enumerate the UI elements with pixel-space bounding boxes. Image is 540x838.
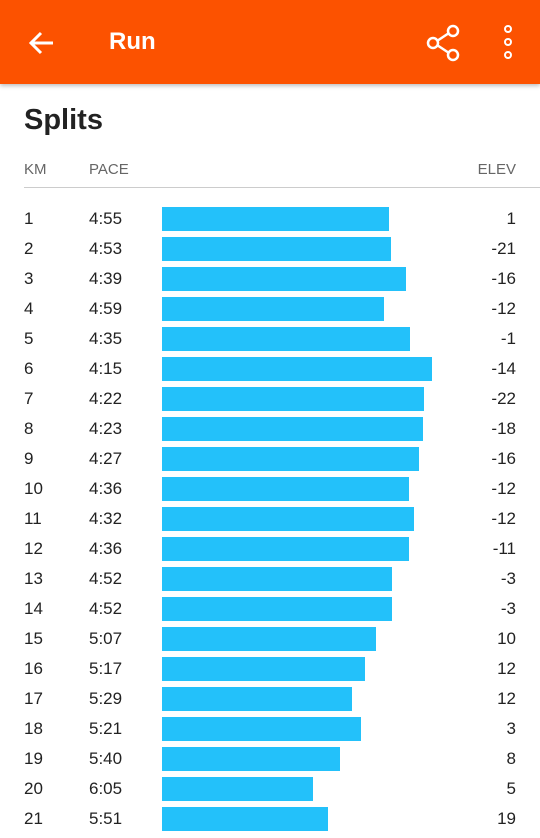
km: 8 — [24, 419, 34, 438]
km: 9 — [24, 449, 34, 468]
pace: 4:52 — [89, 599, 123, 618]
km: 16 — [24, 659, 43, 678]
elevation: -14 — [491, 359, 516, 378]
column-header: KM — [24, 161, 47, 178]
km: 6 — [24, 359, 34, 378]
pace-bar — [162, 207, 389, 231]
pace-bar — [162, 537, 410, 561]
elevation: -12 — [491, 299, 516, 318]
pace-bar — [162, 417, 424, 441]
pace-bar — [162, 267, 407, 291]
pace-bar — [162, 327, 411, 351]
km: 5 — [24, 329, 34, 348]
pace-bar — [162, 657, 365, 681]
km: 10 — [24, 479, 43, 498]
pace: 4:23 — [89, 419, 123, 438]
pace: 4:55 — [89, 209, 123, 228]
pace: 4:36 — [89, 539, 123, 558]
pace-bar — [162, 297, 385, 321]
pace-bar — [162, 357, 432, 381]
elevation: 12 — [497, 689, 516, 708]
elevation: 12 — [497, 659, 516, 678]
pace: 4:15 — [89, 359, 123, 378]
menu-button[interactable] — [498, 24, 518, 64]
elevation: -3 — [500, 569, 516, 588]
elevation: 8 — [506, 749, 516, 768]
km: 12 — [24, 539, 43, 558]
pace-bar — [162, 807, 329, 831]
pace: 4:22 — [89, 389, 123, 408]
pace: 5:29 — [89, 689, 123, 708]
km: 21 — [24, 809, 43, 828]
elevation: -12 — [491, 479, 516, 498]
pace-bar — [162, 447, 420, 471]
km: 14 — [24, 599, 43, 618]
pace: 5:17 — [89, 659, 123, 678]
elevation: 19 — [497, 809, 516, 828]
pace-bar — [162, 597, 392, 621]
km: 3 — [24, 269, 34, 288]
pace-bar — [162, 777, 313, 801]
elevation: -11 — [492, 539, 516, 558]
km: 20 — [24, 779, 43, 798]
elevation: -18 — [491, 419, 516, 438]
km: 1 — [24, 209, 34, 228]
pace-bar — [162, 507, 414, 531]
elevation: -1 — [500, 329, 516, 348]
elevation: -3 — [500, 599, 516, 618]
pace-bar — [162, 567, 392, 591]
elevation: 10 — [497, 629, 516, 648]
screen-title: Run — [109, 28, 156, 55]
elevation: -22 — [491, 389, 516, 408]
km: 11 — [24, 509, 42, 528]
share-button[interactable] — [424, 24, 464, 64]
app-bar: Run — [0, 0, 540, 84]
section-title: Splits — [24, 104, 103, 136]
pace-bar — [162, 717, 361, 741]
pace: 5:40 — [89, 749, 123, 768]
km: 7 — [24, 389, 34, 408]
pace: 4:36 — [89, 479, 123, 498]
pace: 4:59 — [89, 299, 123, 318]
elevation: -21 — [491, 239, 516, 258]
pace: 5:21 — [89, 719, 123, 738]
km: 4 — [24, 299, 34, 318]
column-header: PACE — [89, 161, 129, 178]
pace-bar — [162, 237, 391, 261]
pace-bar — [162, 627, 376, 651]
column-header: ELEV — [477, 161, 516, 178]
pace: 4:39 — [89, 269, 123, 288]
elevation: -16 — [491, 269, 516, 288]
km: 15 — [24, 629, 43, 648]
km: 17 — [24, 689, 43, 708]
km: 13 — [24, 569, 43, 588]
km: 2 — [24, 239, 34, 258]
pace: 4:32 — [89, 509, 123, 528]
pace: 4:52 — [89, 569, 123, 588]
km: 19 — [24, 749, 43, 768]
pace: 5:51 — [89, 809, 123, 828]
pace: 4:35 — [89, 329, 123, 348]
pace: 5:07 — [89, 629, 123, 648]
pace-bar — [162, 687, 352, 711]
pace: 6:05 — [89, 779, 123, 798]
elevation: 5 — [506, 779, 516, 798]
elevation: 3 — [506, 719, 516, 738]
pace: 4:53 — [89, 239, 123, 258]
pace-bar — [162, 387, 425, 411]
elevation: 1 — [506, 209, 516, 228]
pace-bar — [162, 477, 410, 501]
divider — [24, 187, 540, 188]
pace-bar — [162, 747, 341, 771]
km: 18 — [24, 719, 43, 738]
back-button[interactable] — [26, 28, 56, 58]
elevation: -12 — [491, 509, 516, 528]
elevation: -16 — [491, 449, 516, 468]
pace: 4:27 — [89, 449, 123, 468]
